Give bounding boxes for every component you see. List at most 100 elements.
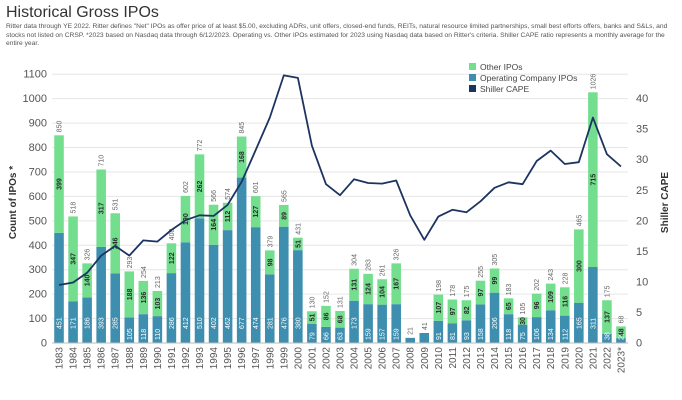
bar-other-label: 317 [99, 202, 106, 214]
x-tick-label: 2012 [462, 347, 473, 370]
x-tick-label: 1997 [251, 347, 262, 370]
bar-other-label: 89 [281, 212, 288, 220]
bar-other-label: 97 [478, 289, 485, 297]
bar-other [475, 280, 486, 305]
y2-tick-label: 10 [636, 276, 648, 288]
bar-operating [264, 274, 275, 343]
y-tick-label: 400 [29, 240, 47, 252]
bar-operating-label: 118 [141, 329, 148, 340]
bar-other [279, 204, 289, 227]
bar-other [110, 213, 120, 274]
x-tick-label: 1992 [181, 347, 192, 370]
bar-operating [180, 242, 191, 343]
x-tick-label: 1985 [83, 347, 94, 370]
bar-other-label: 131 [352, 279, 359, 291]
bar-operating-label: 186 [85, 317, 92, 329]
bar-other-label: 300 [576, 260, 583, 272]
bar-total-label: 198 [436, 280, 443, 292]
bar-operating [166, 273, 177, 343]
bar-operating-label: 38 [604, 332, 611, 340]
bar-operating [405, 337, 416, 343]
bar-other-label: 262 [197, 180, 204, 192]
bar-total-label: 254 [141, 266, 148, 278]
bar-operating [349, 300, 359, 343]
y2-tick-label: 5 [636, 307, 642, 319]
bar-total-label: 178 [450, 285, 457, 297]
bar-other [307, 311, 317, 324]
bar-other-label: 168 [239, 151, 246, 163]
x-tick-label: 2014 [490, 347, 501, 370]
bar-other [588, 92, 598, 268]
bar-operating-label: 93 [464, 332, 471, 340]
y-tick-label: 500 [29, 215, 47, 227]
bar-operating-label: 105 [127, 328, 134, 340]
bar-other [250, 196, 261, 228]
y-axis-title: Count of IPOs * [8, 166, 19, 239]
bar-other [616, 326, 626, 339]
bar-total-label: 1026 [590, 74, 597, 90]
bar-other [152, 290, 163, 317]
x-tick-label: 1984 [69, 347, 80, 370]
bar-operating-label: 20 [618, 332, 625, 340]
y-tick-label: 300 [29, 264, 47, 276]
x-tick-label: 2011 [448, 347, 459, 369]
bar-total-label: 379 [267, 236, 274, 248]
bar-other [68, 216, 78, 302]
x-tick-label: 1986 [97, 347, 108, 370]
bar-total-label: 326 [85, 249, 92, 261]
bar-total-label: 710 [99, 155, 106, 167]
bar-operating-label: 159 [394, 328, 401, 340]
bar-total-label: 304 [352, 254, 359, 266]
x-tick-label: 1988 [125, 347, 136, 370]
bar-other-label: 30 [520, 317, 527, 325]
x-tick-label: 1989 [139, 347, 150, 370]
bar-operating [222, 230, 233, 343]
bar-operating [489, 292, 500, 343]
bar-operating [377, 304, 387, 343]
bar-other [293, 237, 303, 251]
bar-other-label: 715 [590, 174, 597, 186]
bar-total-label: 408 [169, 229, 176, 241]
bar-other [560, 287, 570, 316]
bar-total-label: 431 [295, 223, 302, 235]
bar-total-label: 845 [239, 122, 246, 134]
x-tick-label: 2022 [602, 347, 613, 370]
bar-other-label: 97 [450, 307, 457, 315]
bar-operating-label: 206 [492, 317, 499, 329]
y-tick-label: 600 [29, 191, 47, 203]
bar-other-label: 82 [464, 306, 471, 314]
bar-operating-label: 81 [450, 332, 457, 340]
bar-operating [152, 316, 163, 343]
bar-operating-label: 311 [590, 318, 597, 329]
x-tick-label: 2010 [434, 347, 445, 370]
bar-other [574, 229, 584, 303]
x-tick-label: 1993 [195, 347, 206, 370]
bar-operating-label: 402 [211, 317, 218, 329]
bar-operating [574, 302, 584, 343]
bar-operating [447, 323, 458, 343]
x-tick-label: 2006 [378, 347, 389, 370]
bar-operating-label: 66 [323, 332, 330, 340]
bar-other-label: 96 [534, 301, 541, 309]
bar-operating [54, 232, 64, 343]
bar-total-label: 305 [492, 254, 499, 266]
bar-operating [293, 250, 303, 343]
bar-other [503, 298, 514, 315]
bar-operating [321, 326, 331, 343]
x-tick-label: 2023* [616, 347, 627, 373]
bar-operating-label: 91 [436, 332, 443, 340]
bar-operating [602, 333, 612, 343]
bar-total-label: 772 [197, 140, 204, 152]
y2-tick-label: 25 [636, 185, 648, 197]
bar-operating [138, 314, 149, 343]
y2-tick-label: 30 [636, 154, 648, 166]
bar-operating-label: 412 [183, 317, 190, 329]
y2-axis-title: Shiller CAPE [660, 172, 671, 233]
x-tick-label: 2018 [546, 347, 557, 370]
bar-operating [531, 317, 542, 343]
bar-operating-label: 75 [520, 332, 527, 340]
bar-other [602, 300, 612, 334]
bar-operating [419, 332, 430, 343]
y-tick-label: 900 [29, 118, 47, 130]
